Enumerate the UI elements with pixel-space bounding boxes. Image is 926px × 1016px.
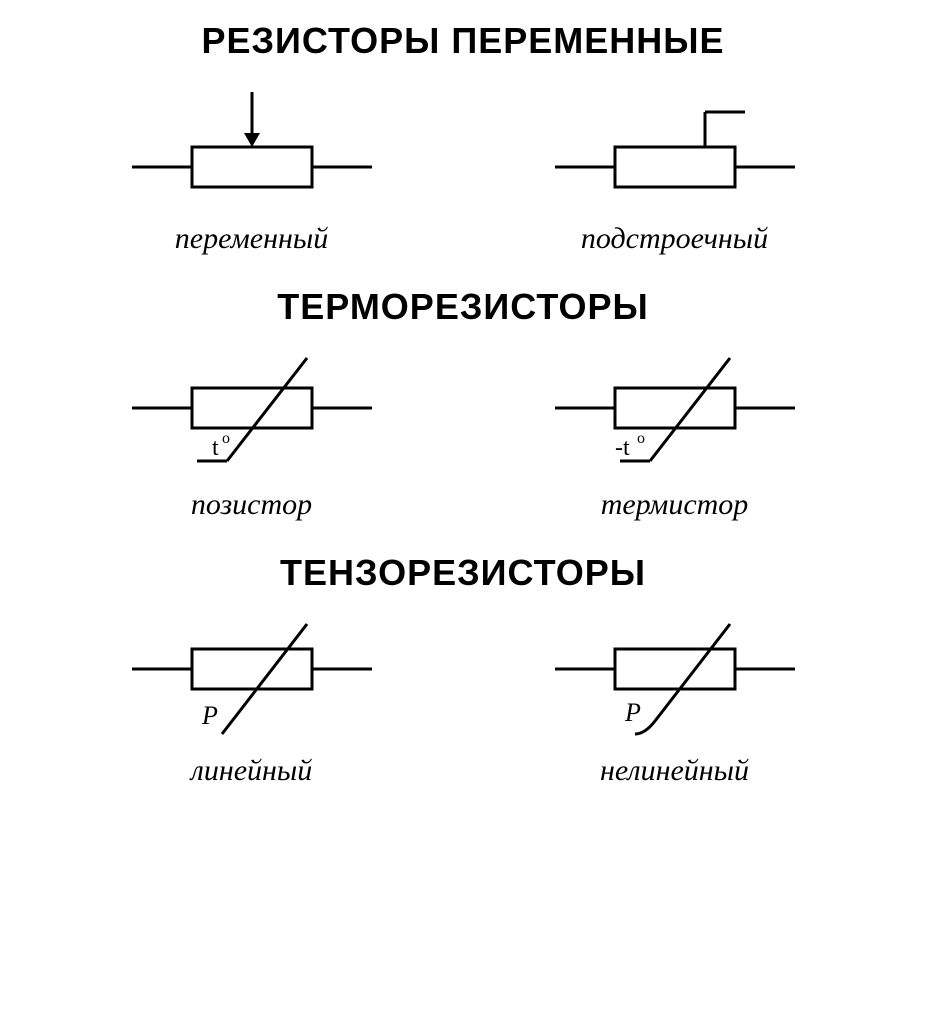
symbol-label: переменный bbox=[175, 222, 328, 256]
section-thermoresistors: ТЕРМОРЕЗИСТОРЫ t o позистор bbox=[40, 286, 886, 522]
symbol-label: позистор bbox=[191, 488, 312, 522]
symbol-thermistor: -t o термистор bbox=[515, 343, 835, 522]
variable-resistor-icon bbox=[122, 77, 382, 217]
symbol-strain-linear: P линейный bbox=[92, 609, 412, 788]
section-title: ТЕРМОРЕЗИСТОРЫ bbox=[40, 286, 886, 328]
strain-nonlinear-icon: P bbox=[545, 609, 805, 749]
thermistor-icon: -t o bbox=[545, 343, 805, 483]
section-strain-gauges: ТЕНЗОРЕЗИСТОРЫ P линейный P bbox=[40, 552, 886, 788]
symbol-strain-nonlinear: P нелинейный bbox=[515, 609, 835, 788]
svg-text:-t: -t bbox=[615, 435, 630, 461]
svg-text:P: P bbox=[201, 701, 218, 730]
section-title: РЕЗИСТОРЫ ПЕРЕМЕННЫЕ bbox=[40, 20, 886, 62]
symbol-trimmer-resistor: подстроечный bbox=[515, 77, 835, 256]
strain-linear-icon: P bbox=[122, 609, 382, 749]
svg-text:o: o bbox=[637, 430, 645, 447]
symbol-variable-resistor: переменный bbox=[92, 77, 412, 256]
symbol-row: t o позистор -t o термистор bbox=[40, 343, 886, 522]
symbol-row: P линейный P нелинейный bbox=[40, 609, 886, 788]
svg-text:P: P bbox=[624, 698, 641, 727]
symbol-label: линейный bbox=[191, 754, 312, 788]
symbol-label: подстроечный bbox=[581, 222, 768, 256]
symbol-label: термистор bbox=[601, 488, 749, 522]
symbol-posistor: t o позистор bbox=[92, 343, 412, 522]
symbol-label: нелинейный bbox=[600, 754, 749, 788]
svg-text:t: t bbox=[212, 435, 219, 461]
section-variable-resistors: РЕЗИСТОРЫ ПЕРЕМЕННЫЕ переменный bbox=[40, 20, 886, 256]
svg-text:o: o bbox=[222, 430, 230, 447]
symbol-row: переменный подстроечный bbox=[40, 77, 886, 256]
section-title: ТЕНЗОРЕЗИСТОРЫ bbox=[40, 552, 886, 594]
posistor-icon: t o bbox=[122, 343, 382, 483]
trimmer-resistor-icon bbox=[545, 77, 805, 217]
